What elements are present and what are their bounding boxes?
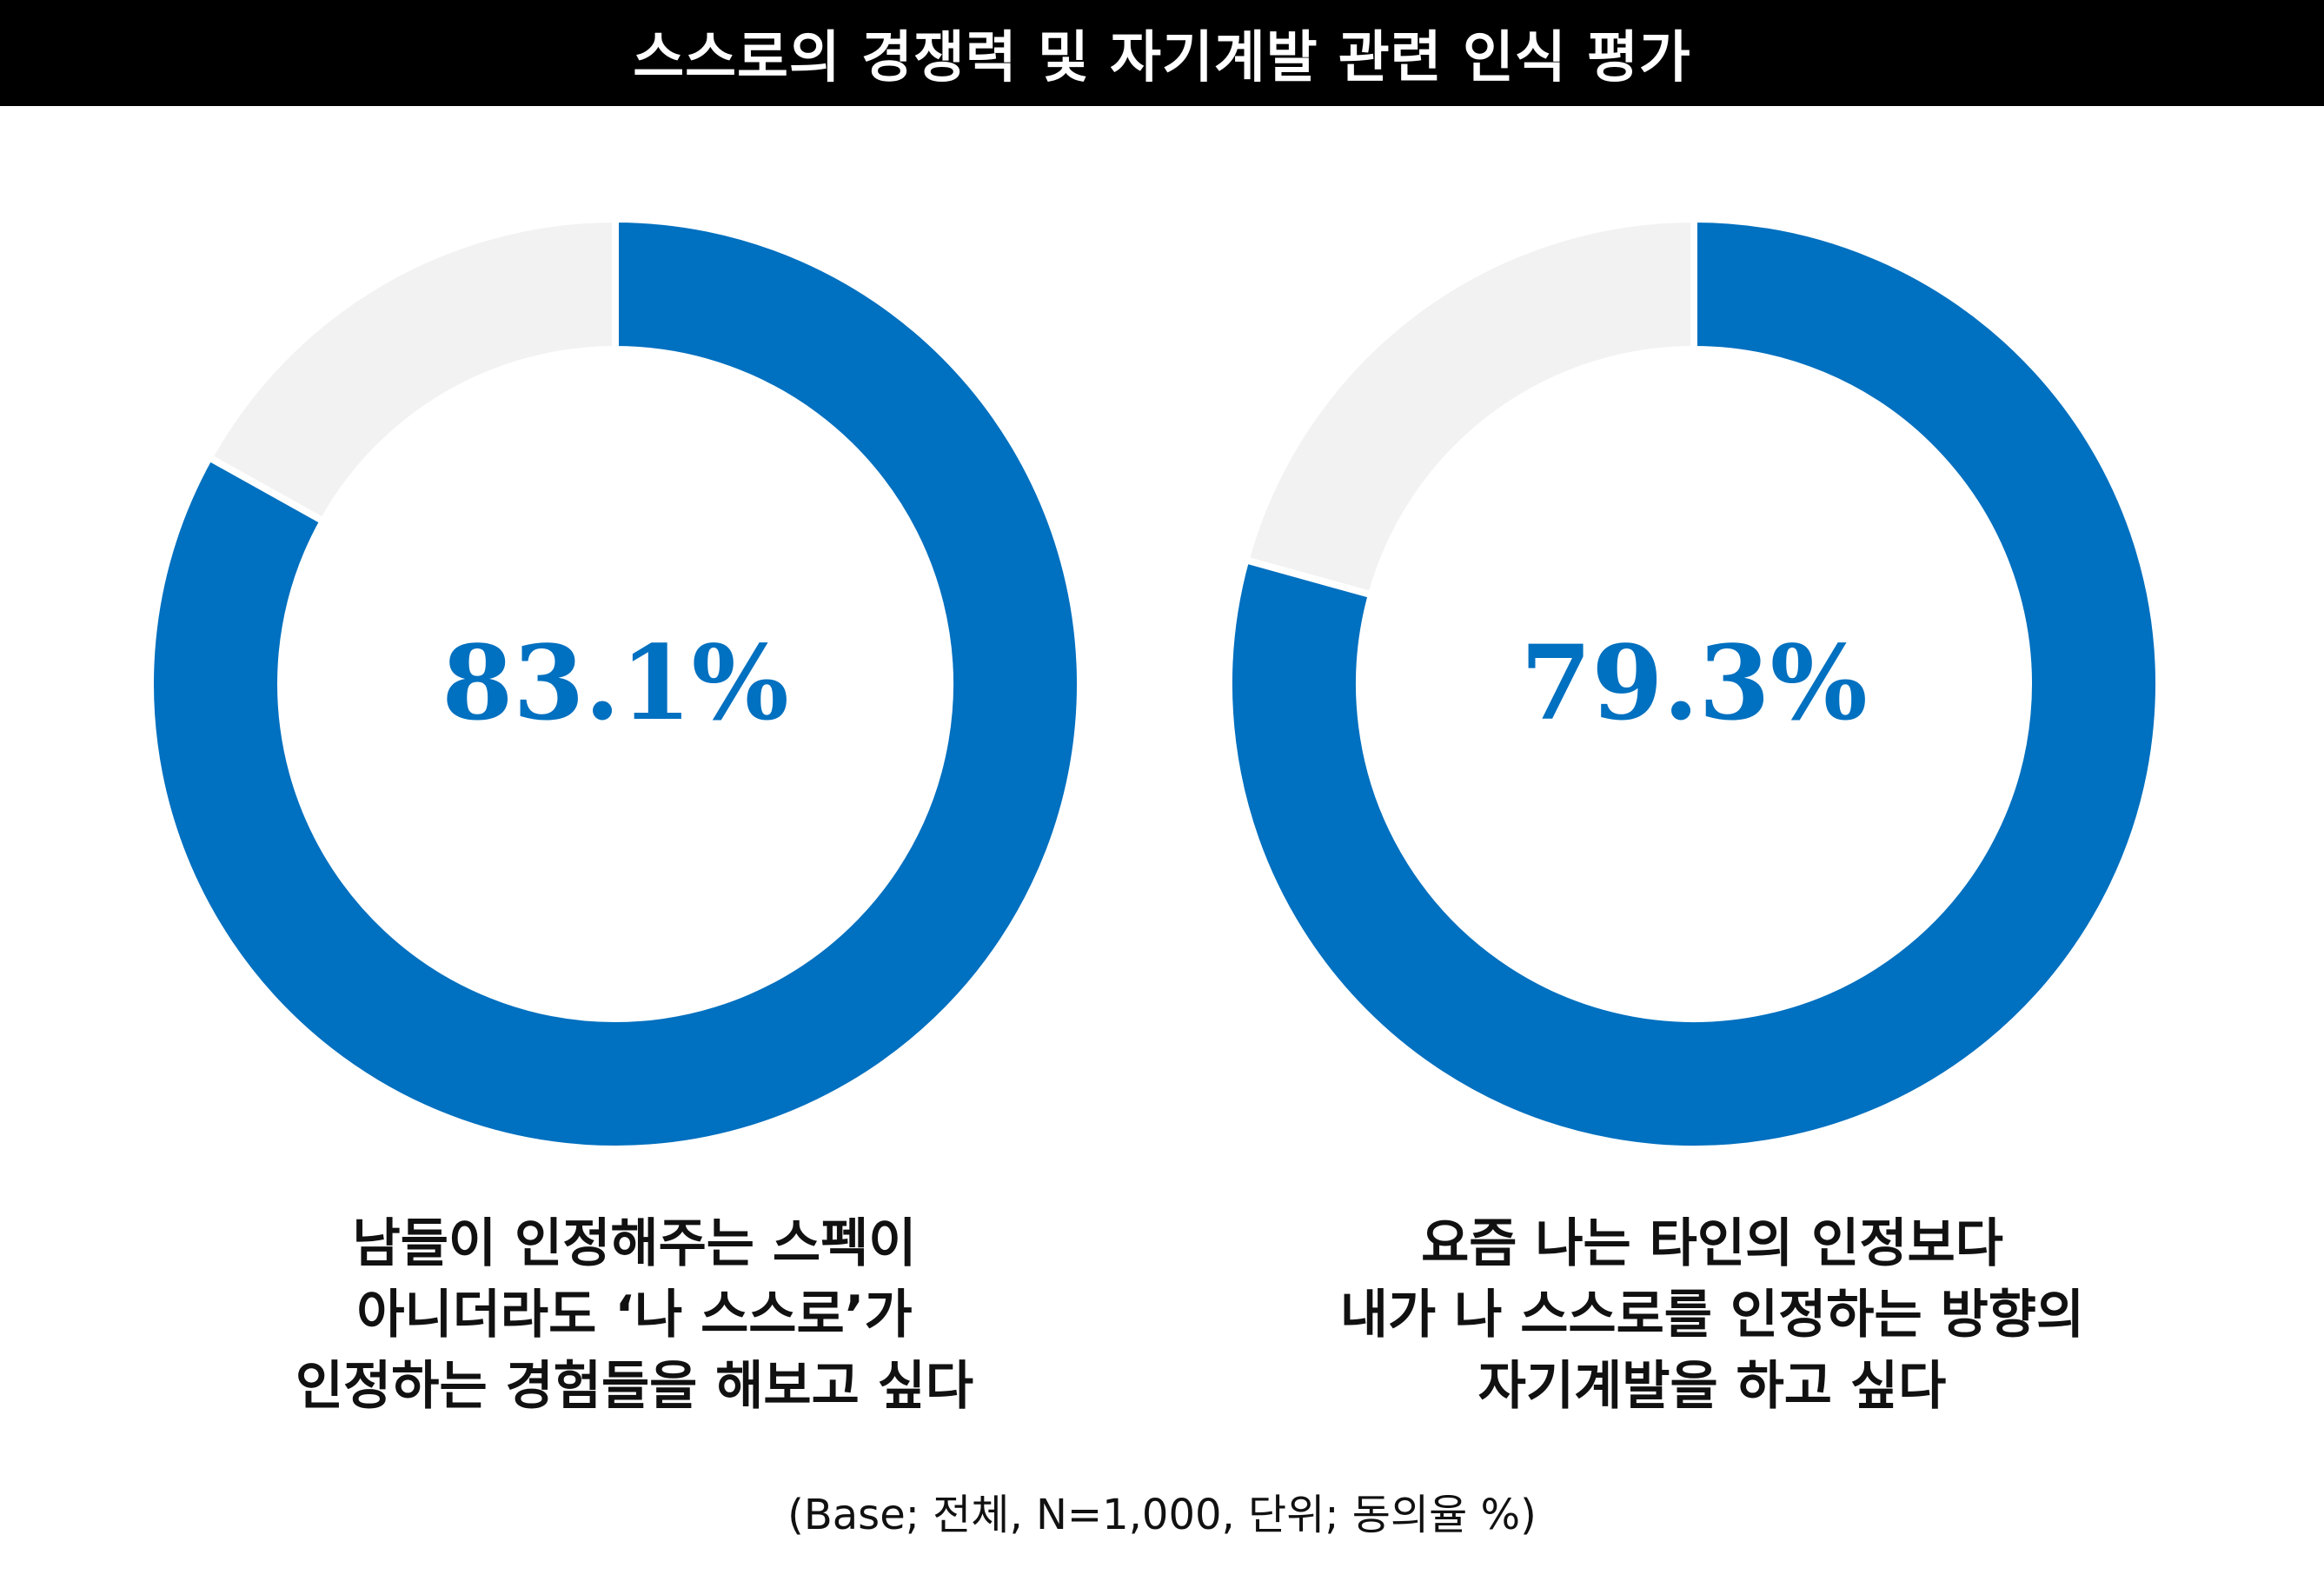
donut-center-label: 79.3% (1520, 622, 1868, 743)
chart-title: 스스로의 경쟁력 및 자기계발 관련 인식 평가 (633, 26, 1691, 90)
donut-slice-remainder (204, 215, 619, 526)
base-footnote: (Base; 전체, N=1,000, 단위; 동의율 %) (787, 1491, 1537, 1539)
donut-center-label: 83.1% (442, 622, 789, 743)
caption-line: 요즘 나는 타인의 인정보다 (1421, 1213, 2003, 1274)
donut-slice-agree (1225, 215, 2162, 1153)
title-bar: 스스로의 경쟁력 및 자기계발 관련 인식 평가 (0, 0, 2324, 106)
caption-line: 아니더라도 ‘나 스스로’가 (356, 1285, 913, 1345)
donut-chart-left: 83.1% (147, 215, 1084, 1153)
caption-left: 남들이 인정해주는 스펙이 아니더라도 ‘나 스스로’가 인정하는 경험들을 해… (156, 1208, 1112, 1422)
donut-slice-agree (147, 215, 1084, 1153)
caption-right: 요즘 나는 타인의 인정보다 내가 나 스스로를 인정하는 방향의 자기계발을 … (1234, 1208, 2190, 1422)
caption-line: 남들이 인정해주는 스펙이 (352, 1213, 917, 1274)
caption-line: 내가 나 스스로를 인정하는 방향의 (1339, 1285, 2085, 1345)
caption-line: 인정하는 경험들을 해보고 싶다 (295, 1356, 974, 1417)
donut-slice-remainder (1241, 215, 1697, 600)
caption-line: 자기계발을 하고 싶다 (1477, 1356, 1947, 1417)
donut-chart-right: 79.3% (1225, 215, 2162, 1153)
